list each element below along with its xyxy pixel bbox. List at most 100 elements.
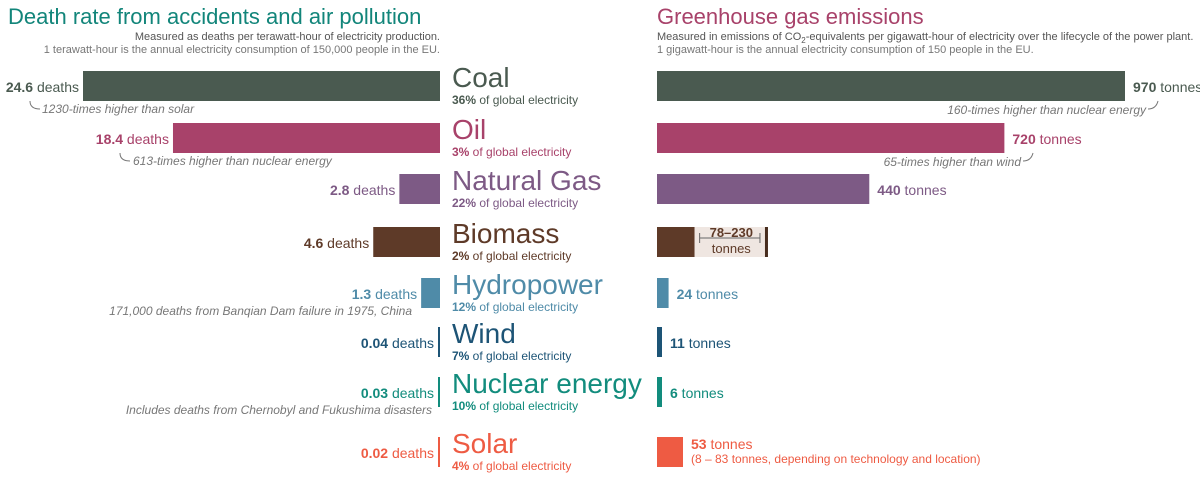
- death-unit-nuclear-energy: deaths: [388, 385, 434, 401]
- share-label-wind: 7% of global electricity: [452, 349, 571, 363]
- share-value-wind: 7%: [452, 349, 470, 363]
- share-suffix-nuclear-energy: of global electricity: [476, 399, 578, 413]
- right-subtitle-pre: Measured in emissions of CO: [657, 31, 802, 43]
- right-chart-subtitle: Measured in emissions of CO2-equivalents…: [657, 31, 1193, 45]
- emission-unit-hydropower: tonnes: [692, 286, 738, 302]
- emission-value-natural-gas: 440: [877, 182, 901, 198]
- category-label-coal: Coal: [452, 62, 510, 93]
- share-value-nuclear-energy: 10%: [452, 399, 476, 413]
- share-suffix-hydropower: of global electricity: [476, 300, 578, 314]
- death-value-oil: 18.4: [96, 131, 123, 147]
- share-value-natural-gas: 22%: [452, 196, 476, 210]
- emission-value-wind: 11: [670, 335, 685, 351]
- emission-unit-natural-gas: tonnes: [901, 182, 947, 198]
- right-subtitle-subscript: 2: [801, 36, 806, 45]
- right-subtitle-post: -equivalents per gigawatt-hour of electr…: [806, 31, 1194, 43]
- death-bar-oil: [172, 123, 440, 153]
- share-label-hydropower: 12% of global electricity: [452, 300, 578, 314]
- category-label-oil: Oil: [452, 114, 486, 145]
- share-label-biomass: 2% of global electricity: [452, 249, 571, 263]
- death-value-natural-gas: 2.8: [330, 182, 350, 198]
- death-annotation-arrow-coal: [29, 100, 41, 110]
- emission-value-label-nuclear-energy: 6 tonnes: [670, 385, 724, 401]
- share-value-solar: 4%: [452, 459, 470, 473]
- death-value-coal: 24.6: [6, 79, 33, 95]
- category-label-nuclear-energy: Nuclear energy: [452, 368, 642, 399]
- death-annotation-hydropower: 171,000 deaths from Banqian Dam failure …: [109, 304, 412, 318]
- death-value-label-nuclear-energy: 0.03 deaths: [361, 385, 434, 401]
- death-unit-wind: deaths: [388, 335, 434, 351]
- emission-value-label-solar: 53 tonnes: [691, 436, 753, 452]
- death-value-hydropower: 1.3: [352, 286, 372, 302]
- death-annotation-arrow-oil: [119, 152, 131, 162]
- death-value-label-solar: 0.02 deaths: [361, 445, 434, 461]
- death-value-wind: 0.04: [361, 335, 388, 351]
- death-unit-solar: deaths: [388, 445, 434, 461]
- emission-range-band-biomass: [694, 227, 768, 257]
- emission-unit-coal: tonnes: [1156, 79, 1200, 95]
- emission-unit-wind: tonnes: [685, 335, 731, 351]
- emission-value-coal: 970: [1133, 79, 1157, 95]
- emission-value-label-hydropower: 24 tonnes: [677, 286, 739, 302]
- emission-bar-hydropower: [657, 278, 669, 308]
- emission-annotation-coal: 160-times higher than nuclear energy: [947, 103, 1147, 117]
- emission-value-label-natural-gas: 440 tonnes: [877, 182, 946, 198]
- death-value-solar: 0.02: [361, 445, 388, 461]
- emission-bar-wind: [657, 327, 662, 357]
- share-suffix-oil: of global electricity: [469, 145, 571, 159]
- death-bar-nuclear-energy: [438, 377, 440, 407]
- category-label-wind: Wind: [452, 318, 516, 349]
- death-value-label-biomass: 4.6 deaths: [304, 235, 369, 251]
- share-value-hydropower: 12%: [452, 300, 476, 314]
- emission-value-label-wind: 11 tonnes: [670, 335, 731, 351]
- right-chart-note: 1 gigawatt-hour is the annual electricit…: [657, 44, 1034, 56]
- share-suffix-biomass: of global electricity: [469, 249, 571, 263]
- share-label-solar: 4% of global electricity: [452, 459, 571, 473]
- share-value-coal: 36%: [452, 93, 476, 107]
- emission-unit-nuclear-energy: tonnes: [678, 385, 724, 401]
- death-value-label-oil: 18.4 deaths: [96, 131, 169, 147]
- death-annotation-coal: 1230-times higher than solar: [42, 102, 195, 116]
- death-annotation-nuclear-energy: Includes deaths from Chernobyl and Fukus…: [126, 403, 432, 417]
- emission-unit-oil: tonnes: [1036, 131, 1082, 147]
- emission-value-label-oil: 720 tonnes: [1012, 131, 1081, 147]
- emission-value-solar: 53: [691, 436, 707, 452]
- death-value-biomass: 4.6: [304, 235, 324, 251]
- death-bar-natural-gas: [399, 174, 440, 204]
- share-label-nuclear-energy: 10% of global electricity: [452, 399, 578, 413]
- emission-value-nuclear-energy: 6: [670, 385, 678, 401]
- emission-annotation-arrow-oil: [1022, 152, 1034, 162]
- emission-unit-biomass: tonnes: [712, 241, 752, 256]
- category-label-natural-gas: Natural Gas: [452, 165, 601, 196]
- death-bar-solar: [438, 437, 440, 467]
- death-bar-biomass: [373, 227, 440, 257]
- death-bar-wind: [438, 327, 440, 357]
- share-label-natural-gas: 22% of global electricity: [452, 196, 578, 210]
- emission-bar-oil: [657, 123, 1005, 153]
- emission-value-biomass: 78–230: [710, 225, 753, 240]
- emission-value-label-coal: 970 tonnes: [1133, 79, 1200, 95]
- death-value-label-coal: 24.6 deaths: [6, 79, 79, 95]
- share-value-biomass: 2%: [452, 249, 470, 263]
- death-unit-oil: deaths: [123, 131, 169, 147]
- death-value-label-wind: 0.04 deaths: [361, 335, 434, 351]
- death-value-label-natural-gas: 2.8 deaths: [330, 182, 395, 198]
- death-unit-hydropower: deaths: [371, 286, 417, 302]
- share-suffix-solar: of global electricity: [469, 459, 571, 473]
- share-value-oil: 3%: [452, 145, 470, 159]
- death-bar-coal: [83, 71, 440, 101]
- emission-bar-coal: [657, 71, 1125, 101]
- emission-bar-nuclear-energy: [657, 377, 662, 407]
- emission-annotation-arrow-coal: [1147, 100, 1159, 110]
- share-label-oil: 3% of global electricity: [452, 145, 571, 159]
- death-unit-biomass: deaths: [323, 235, 369, 251]
- left-chart-title: Death rate from accidents and air pollut…: [8, 4, 421, 29]
- emission-range-end-biomass: [764, 227, 768, 257]
- emission-bar-biomass: [657, 227, 695, 257]
- death-value-label-hydropower: 1.3 deaths: [352, 286, 417, 302]
- emission-annotation-oil: 65-times higher than wind: [884, 155, 1022, 169]
- category-label-solar: Solar: [452, 428, 517, 459]
- emission-unit-solar: tonnes: [707, 436, 753, 452]
